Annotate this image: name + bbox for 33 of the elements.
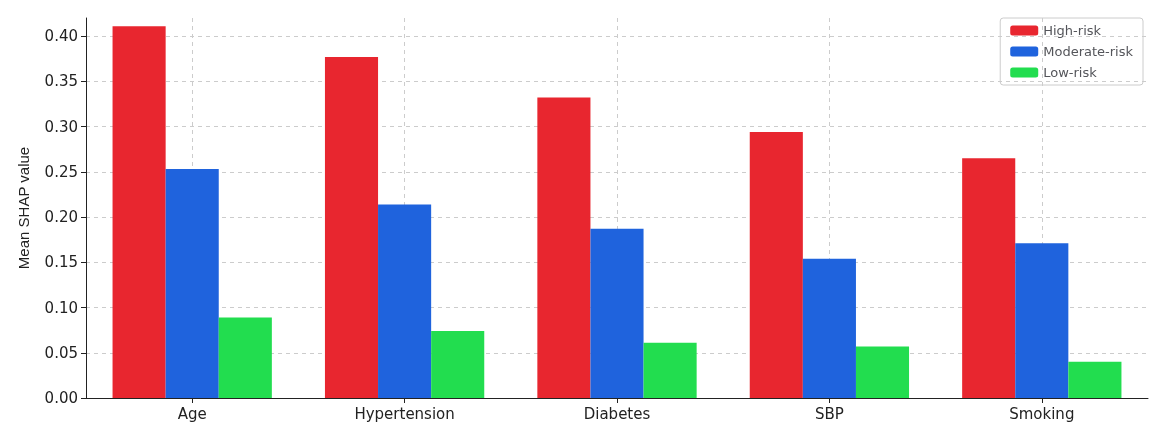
x-tick-label: Hypertension xyxy=(354,404,455,423)
y-tick-label: 0.00 xyxy=(44,389,78,407)
x-tick-label: SBP xyxy=(814,404,844,423)
y-tick-label: 0.30 xyxy=(44,117,78,136)
bar xyxy=(643,342,697,398)
y-tick-label: 0.40 xyxy=(44,27,78,46)
y-tick-label: 0.05 xyxy=(44,343,78,362)
bar xyxy=(962,158,1016,398)
bar xyxy=(112,26,166,398)
bar xyxy=(218,317,272,398)
y-tick-label: 0.35 xyxy=(44,72,78,91)
x-tick-label: Diabetes xyxy=(583,404,651,423)
bar xyxy=(378,204,432,398)
legend-label: Moderate-risk xyxy=(1043,44,1134,59)
y-tick-label: 0.25 xyxy=(44,162,78,181)
x-tick-label: Age xyxy=(177,404,207,423)
y-tick-label: 0.15 xyxy=(44,253,78,272)
bar xyxy=(749,132,803,398)
legend-label: Low-risk xyxy=(1043,65,1098,80)
bar xyxy=(855,346,910,398)
bar xyxy=(590,228,644,398)
bar xyxy=(324,56,379,398)
y-tick-label: 0.20 xyxy=(44,208,78,227)
bar xyxy=(537,97,591,398)
x-tick-label: Smoking xyxy=(1009,404,1075,423)
bar xyxy=(802,258,856,398)
bar xyxy=(431,331,485,398)
bar xyxy=(165,169,219,398)
legend-label: High-risk xyxy=(1043,23,1102,38)
bar xyxy=(1015,243,1069,398)
bar xyxy=(1068,361,1122,398)
y-tick-label: 0.10 xyxy=(44,298,78,317)
y-axis-title: Mean SHAP value xyxy=(15,146,32,270)
